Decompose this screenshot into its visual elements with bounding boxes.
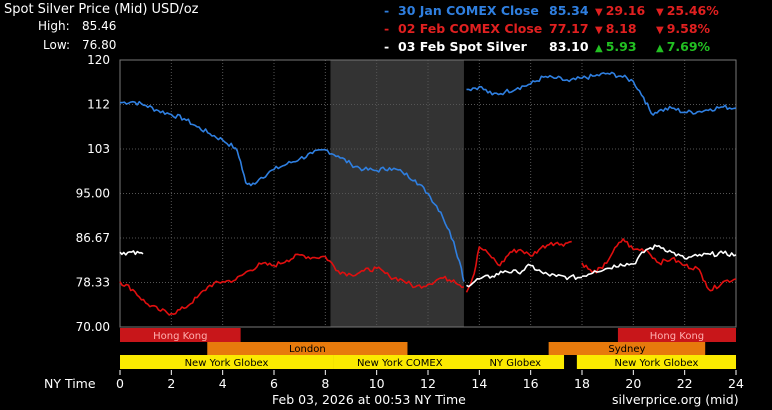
x-axis-label: NY Time: [44, 376, 96, 391]
session-bar: [120, 328, 241, 342]
shaded-band: [330, 60, 464, 327]
legend-price: 77.17: [549, 21, 589, 36]
y-tick-label: 95.00: [76, 187, 110, 201]
series-line: [465, 240, 572, 293]
legend-swatch: -: [384, 3, 390, 18]
y-tick-label: 78.33: [76, 276, 110, 290]
x-tick-label: 10: [369, 376, 385, 391]
plot-frame: [119, 59, 737, 328]
y-tick-label: 120: [87, 53, 110, 67]
series-line: [119, 250, 144, 256]
session-bar: [333, 355, 467, 369]
legend-change: 5.93: [595, 39, 637, 54]
legend-name: 02 Feb COMEX Close: [398, 21, 543, 36]
x-tick-label: 18: [574, 376, 590, 391]
y-tick-label: 112: [87, 97, 110, 111]
legend-name: 03 Feb Spot Silver: [398, 39, 527, 54]
x-tick-label: 14: [471, 376, 487, 391]
low-value: 76.80: [82, 38, 117, 52]
x-tick-label: 12: [420, 376, 436, 391]
x-tick-label: 24: [728, 376, 744, 391]
y-tick-label: 70.00: [76, 320, 110, 334]
y-tick-label: 103: [87, 142, 110, 156]
high-value: 85.46: [82, 19, 117, 33]
x-tick-label: 16: [523, 376, 539, 391]
legend-change: 29.16: [595, 3, 646, 18]
session-label: London: [289, 344, 326, 355]
footer-timestamp: Feb 03, 2026 at 00:53 NY Time: [272, 392, 466, 407]
y-tick-label: 86.67: [76, 231, 110, 245]
session-bar: [207, 342, 408, 355]
chart-title: Spot Silver Price (Mid) USD/oz: [4, 2, 199, 17]
session-bar: [548, 342, 706, 355]
x-tick-label: 0: [116, 376, 124, 391]
session-label: Hong Kong: [153, 331, 207, 342]
x-tick-label: 22: [677, 376, 693, 391]
session-label: Hong Kong: [650, 331, 704, 342]
session-label: New York Globex: [185, 358, 269, 369]
legend-price: 85.34: [549, 3, 589, 18]
legend-name: 30 Jan COMEX Close: [398, 3, 539, 18]
x-tick-label: 8: [321, 376, 329, 391]
session-label: New York Globex: [615, 358, 699, 369]
x-tick-label: 4: [219, 376, 227, 391]
legend-swatch: -: [384, 21, 390, 36]
legend-price: 83.10: [549, 39, 589, 54]
legend-pct: 9.58%: [656, 21, 710, 36]
low-label: Low:: [43, 38, 71, 52]
x-tick-label: 2: [167, 376, 175, 391]
series-line: [119, 100, 465, 282]
session-label: Sydney: [608, 344, 645, 355]
session-bar: [576, 355, 736, 369]
x-tick-label: 6: [270, 376, 278, 391]
legend-swatch: -: [384, 39, 390, 54]
series-line: [581, 244, 737, 278]
series-line: [119, 253, 465, 316]
legend-pct: 7.69%: [656, 39, 710, 54]
legend-change: 8.18: [595, 21, 637, 36]
series-line: [581, 238, 737, 292]
session-label: NY Globex: [489, 358, 541, 369]
x-tick-label: 20: [625, 376, 641, 391]
series-line: [466, 263, 583, 288]
series-line: [466, 71, 737, 116]
legend-pct: 25.46%: [656, 3, 719, 18]
session-label: New York COMEX: [357, 358, 443, 369]
session-bar: [120, 355, 334, 369]
session-bar: [466, 355, 565, 369]
session-bar: [617, 328, 736, 342]
high-label: High:: [38, 19, 70, 33]
footer-source: silverprice.org (mid): [612, 392, 739, 407]
